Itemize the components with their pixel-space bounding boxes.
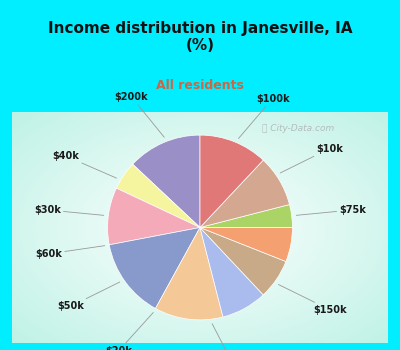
Wedge shape [200, 135, 263, 228]
Text: $30k: $30k [34, 205, 104, 215]
Text: $150k: $150k [278, 285, 347, 315]
Wedge shape [108, 188, 200, 245]
Wedge shape [133, 135, 200, 228]
Text: All residents: All residents [156, 79, 244, 92]
Wedge shape [156, 228, 223, 320]
Text: $200k: $200k [115, 92, 164, 137]
Wedge shape [116, 164, 200, 228]
Text: $50k: $50k [57, 282, 120, 312]
Wedge shape [109, 228, 200, 308]
Text: ⓘ City-Data.com: ⓘ City-Data.com [262, 124, 334, 133]
Text: Income distribution in Janesville, IA
(%): Income distribution in Janesville, IA (%… [48, 21, 352, 54]
Text: $125k: $125k [212, 324, 251, 350]
Wedge shape [200, 228, 286, 295]
Wedge shape [200, 204, 292, 228]
Wedge shape [200, 160, 290, 228]
Wedge shape [200, 228, 292, 261]
Wedge shape [200, 228, 263, 317]
Text: $20k: $20k [106, 313, 153, 350]
Text: $100k: $100k [238, 93, 290, 139]
Text: $10k: $10k [280, 144, 343, 173]
Text: $60k: $60k [35, 246, 105, 259]
Text: $75k: $75k [296, 205, 366, 215]
Text: $40k: $40k [52, 151, 116, 178]
